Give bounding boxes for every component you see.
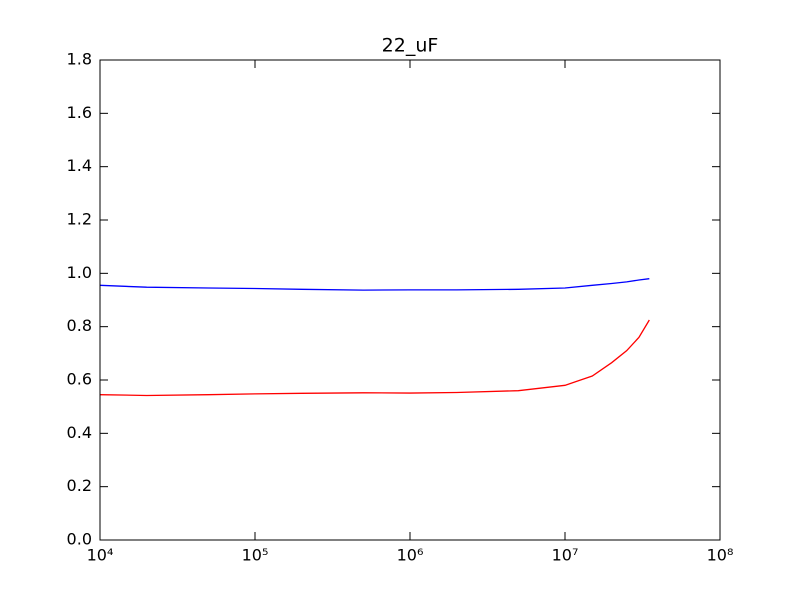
chart-title: 22_uF [382,35,439,57]
y-tick-label: 0.4 [67,423,92,442]
y-tick-label: 1.6 [67,103,92,122]
y-tick-label: 1.4 [67,156,92,175]
plot-frame [99,59,721,541]
y-tick-label: 1.0 [67,263,92,282]
data-line [99,278,650,291]
x-tick-label: 10⁴ [87,546,114,565]
x-tick-label: 10⁸ [707,546,734,565]
y-tick-label: 0.0 [67,530,92,549]
x-tick-label: 10⁵ [242,546,269,565]
y-tick-label: 1.2 [67,210,92,229]
x-tick-label: 10⁶ [397,546,424,565]
y-tick-label: 0.8 [67,316,92,335]
x-tick-label: 10⁷ [552,546,579,565]
y-tick-label: 0.6 [67,370,92,389]
y-tick-label: 0.2 [67,476,92,495]
y-tick-label: 1.8 [67,50,92,69]
data-line [99,319,650,397]
